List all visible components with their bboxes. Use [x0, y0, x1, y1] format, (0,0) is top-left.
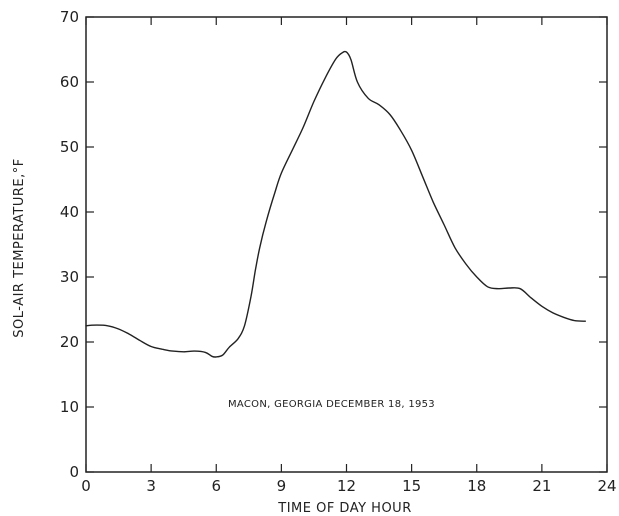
x-tick-label: 12	[337, 477, 356, 495]
x-tick-label: 24	[597, 477, 616, 495]
series-line	[85, 50, 586, 358]
y-tick-label: 20	[60, 333, 79, 351]
x-tick-label: 3	[146, 477, 156, 495]
x-tick-label: 21	[532, 477, 551, 495]
x-tick-label: 9	[277, 477, 287, 495]
y-axis-title: SOL-AIR TEMPERATURE,°F	[12, 158, 27, 337]
x-tick-label: 18	[467, 477, 486, 495]
y-tick-label: 40	[60, 203, 79, 221]
y-tick-label: 50	[60, 138, 79, 156]
x-tick-label: 0	[81, 477, 91, 495]
x-tick-label: 6	[211, 477, 221, 495]
chart-annotation: MACON, GEORGIA DECEMBER 18, 1953	[228, 399, 435, 410]
y-tick-label: 0	[69, 463, 79, 481]
y-tick-label: 70	[60, 8, 79, 26]
y-tick-label: 30	[60, 268, 79, 286]
y-tick-label: 60	[60, 73, 79, 91]
y-tick-label: 10	[60, 398, 79, 416]
x-axis-title: TIME OF DAY HOUR	[277, 501, 411, 516]
x-tick-label: 15	[402, 477, 421, 495]
